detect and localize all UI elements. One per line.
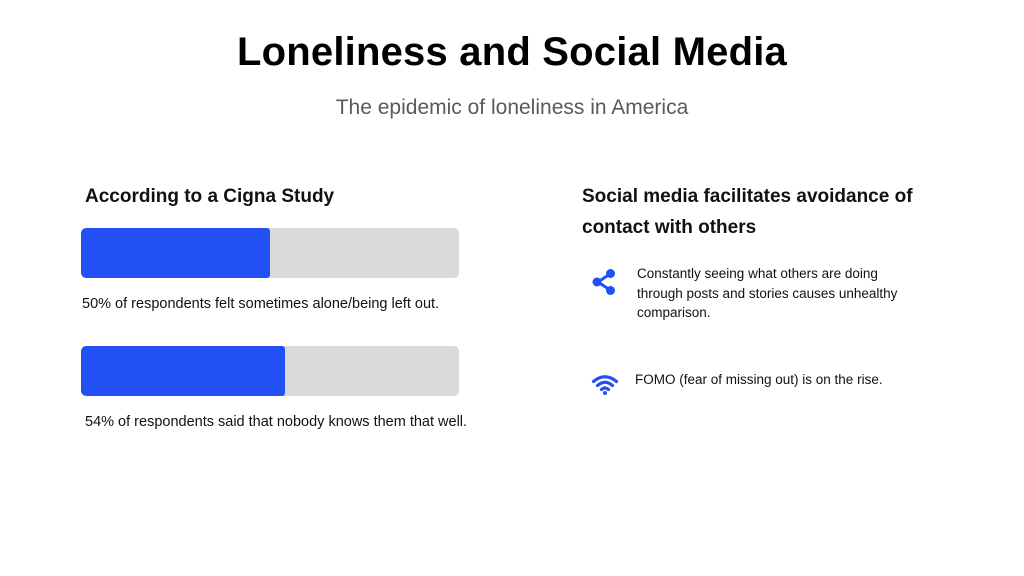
point-fomo: FOMO (fear of missing out) is on the ris…: [591, 370, 883, 397]
point-comparison: Constantly seeing what others are doing …: [590, 264, 907, 323]
stat-bar-1-fill: [81, 228, 270, 278]
social-media-heading: Social media facilitates avoidance of co…: [582, 186, 913, 238]
stat-caption-1: 50% of respondents felt sometimes alone/…: [82, 296, 440, 312]
slide-title: Loneliness and Social Media: [237, 30, 787, 74]
share-icon: [592, 269, 615, 295]
stat-bar-1: [81, 228, 459, 278]
stat-bar-2-fill: [81, 346, 286, 396]
slide-subtitle: The epidemic of loneliness in America: [335, 96, 689, 119]
point-comparison-text: Constantly seeing what others are doing …: [637, 266, 898, 320]
point-fomo-text: FOMO (fear of missing out) is on the ris…: [635, 372, 883, 387]
cigna-study-heading: According to a Cigna Study: [85, 186, 335, 207]
wifi-icon: [591, 375, 619, 395]
stat-bar-2: [81, 346, 459, 396]
stat-caption-2: 54% of respondents said that nobody know…: [85, 414, 468, 430]
